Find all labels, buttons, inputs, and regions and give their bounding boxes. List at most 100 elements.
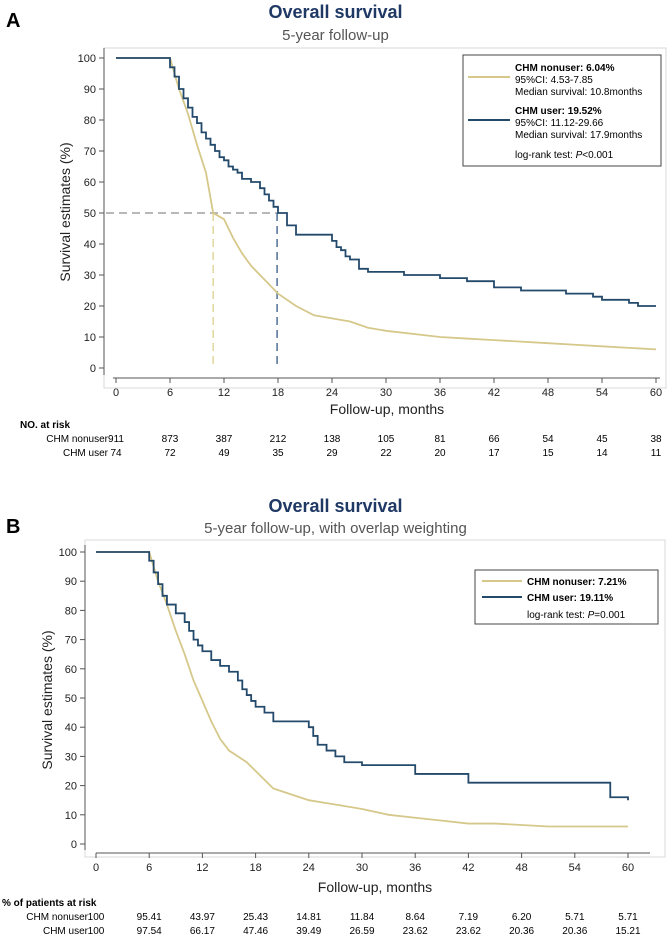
risk-row-label-nonuser: CHM nonuser (46, 434, 108, 445)
risk-cell: 8.64 (405, 912, 425, 923)
chart-subtitle: 5-year follow-up, with overlap weighting (204, 520, 467, 537)
y-tick-label: 10 (65, 810, 77, 822)
legend-user-ci: 95%CI: 11.12-29.66 (515, 118, 604, 129)
risk-cell: 49 (218, 448, 230, 459)
risk-cell: 39.49 (296, 926, 322, 937)
y-tick-label: 40 (65, 722, 77, 734)
x-tick-label: 60 (650, 387, 662, 399)
risk-cell: 387 (215, 434, 233, 445)
risk-cell: 15 (542, 448, 554, 459)
x-tick-label: 0 (93, 862, 99, 874)
risk-cell: 72 (164, 448, 176, 459)
x-tick-label: 30 (356, 862, 368, 874)
legend: CHM nonuser: 7.21% CHM user: 19.11% log-… (474, 569, 659, 625)
risk-cell: 138 (323, 434, 341, 445)
risk-cell: 14.81 (296, 912, 322, 923)
y-axis-label: Survival estimates (%) (57, 142, 73, 281)
y-tick-label: 100 (59, 547, 77, 559)
y-tick-label: 90 (65, 576, 77, 588)
y-tick-label: 30 (65, 751, 77, 763)
series-line-chm-nonuser (96, 551, 628, 828)
panel-label: B (6, 516, 21, 538)
legend-logrank: log-rank test: P<0.001 (515, 150, 614, 161)
x-tick-label: 36 (409, 862, 421, 874)
risk-cell: 20.36 (509, 926, 535, 937)
risk-cell: 43.97 (189, 912, 215, 923)
x-tick-label: 42 (462, 862, 474, 874)
legend-logrank: log-rank test: P=0.001 (527, 610, 626, 621)
y-tick-label: 50 (84, 208, 96, 220)
x-tick-label: 54 (569, 862, 581, 874)
y-tick-label: 20 (84, 301, 96, 313)
legend-box (462, 54, 662, 167)
legend-nonuser-ci: 95%CI: 4.53-7.85 (515, 75, 593, 86)
risk-cell: 105 (377, 434, 395, 445)
x-tick-label: 30 (380, 387, 392, 399)
legend: CHM nonuser: 6.04% 95%CI: 4.53-7.85 Medi… (462, 54, 662, 167)
y-tick-label: 50 (65, 693, 77, 705)
logrank-prefix: log-rank test: (527, 610, 588, 621)
panel-label: A (6, 10, 21, 32)
risk-cell: 47.46 (243, 926, 269, 937)
legend-user-title: CHM user: 19.52% (515, 106, 602, 117)
risk-cell: 5.71 (565, 912, 585, 923)
risk-cell: 17 (488, 448, 500, 459)
legend-nonuser-title: CHM nonuser: 6.04% (515, 63, 615, 74)
risk-cell: 7.19 (458, 912, 479, 923)
risk-cell: 911 (108, 434, 124, 445)
logrank-value: <0.001 (582, 150, 613, 161)
risk-cell: 11.84 (349, 912, 375, 923)
risk-row-label-user: CHM user (42, 926, 88, 937)
risk-cell: 66 (488, 434, 500, 445)
y-tick-label: 80 (65, 605, 77, 617)
risk-cell: 6.20 (511, 912, 532, 923)
survival-chart: 0 6 12 18 24 30 36 42 48 54 60 0 10 20 30 40 50 60 70 80 90 1… (39, 539, 666, 895)
y-tick-label: 100 (78, 53, 96, 65)
x-tick-label: 48 (542, 387, 554, 399)
risk-cell: 212 (269, 434, 287, 445)
x-axis-label: Follow-up, months (318, 879, 432, 895)
x-tick-label: 6 (167, 387, 173, 399)
y-tick-label: 10 (84, 332, 96, 344)
risk-cell: 54 (542, 434, 554, 445)
y-tick-label: 70 (65, 635, 77, 647)
y-tick-label: 60 (65, 664, 77, 676)
panel-b: B Overall survival 5-year follow-up, wit… (0, 470, 671, 941)
legend-user-median: Median survival: 17.9months (515, 130, 642, 141)
series-line-chm-user (96, 551, 629, 801)
logrank-value: =0.001 (594, 610, 625, 621)
y-tick-label: 70 (84, 146, 96, 158)
x-tick-label: 60 (622, 862, 634, 874)
risk-cell: 20 (434, 448, 446, 459)
legend-nonuser-median: Median survival: 10.8months (515, 87, 642, 98)
risk-cell: 74 (110, 448, 122, 459)
x-tick-label: 36 (434, 387, 446, 399)
risk-cell: 81 (434, 434, 446, 445)
risk-cell: 100 (87, 912, 105, 923)
logrank-prefix: log-rank test: (515, 150, 576, 161)
y-tick-label: 0 (71, 839, 77, 851)
chart-title: Overall survival (268, 2, 403, 22)
risk-cell: 11 (650, 448, 662, 459)
y-tick-label: 80 (84, 115, 96, 127)
risk-cell: 23.62 (402, 926, 428, 937)
risk-cell: 35 (272, 448, 284, 459)
risk-cell: 25.43 (243, 912, 269, 923)
risk-cell: 15.21 (615, 926, 641, 937)
x-tick-label: 18 (249, 862, 261, 874)
x-tick-label: 0 (113, 387, 119, 399)
chart-subtitle: 5-year follow-up (282, 27, 389, 44)
y-tick-label: 90 (84, 84, 96, 96)
x-axis-label: Follow-up, months (330, 401, 444, 417)
x-tick-label: 12 (196, 862, 208, 874)
x-tick-label: 24 (303, 862, 315, 874)
risk-cell: 97.54 (136, 926, 162, 937)
risk-cell: 873 (161, 434, 179, 445)
risk-cell: 5.71 (618, 912, 638, 923)
risk-cell: 66.17 (189, 926, 215, 937)
y-tick-label: 40 (84, 239, 96, 251)
x-tick-label: 6 (146, 862, 152, 874)
x-tick-label: 18 (272, 387, 284, 399)
risk-cell: 38 (650, 434, 662, 445)
y-tick-label: 30 (84, 270, 96, 282)
